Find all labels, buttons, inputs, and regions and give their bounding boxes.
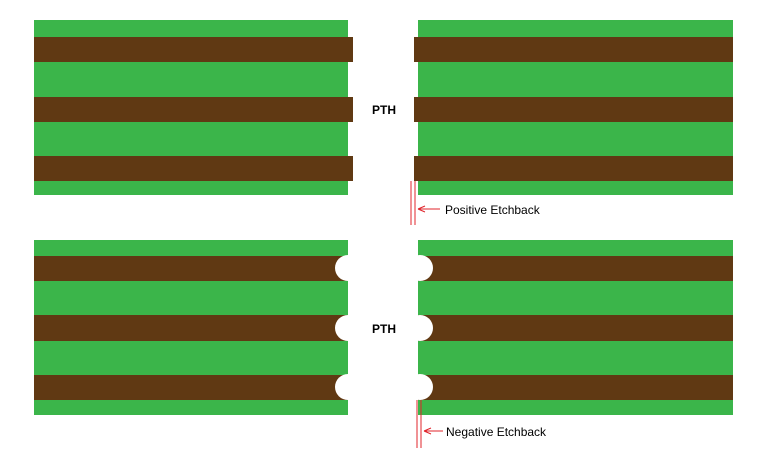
- copper-layer: [418, 315, 733, 341]
- hole: [348, 240, 418, 415]
- positive-etchback-panel: PTH Positive Etchback: [34, 20, 733, 225]
- pth-label: PTH: [372, 322, 396, 336]
- copper-layer: [414, 97, 733, 122]
- copper-layer: [34, 375, 348, 400]
- copper-layer: [34, 256, 348, 281]
- copper-layer: [34, 156, 353, 181]
- copper-layer: [34, 315, 348, 341]
- negative-etchback-panel: PTH Negative Etchback: [34, 240, 733, 448]
- arrow-head: [417, 205, 426, 213]
- annotation: Positive Etchback: [445, 203, 541, 217]
- copper-layer: [418, 375, 733, 400]
- copper-layer: [414, 156, 733, 181]
- annotation: Negative Etchback: [446, 425, 547, 439]
- copper-layer: [414, 37, 733, 62]
- arrow-head: [423, 427, 432, 435]
- copper-layer: [34, 37, 353, 62]
- pth-label: PTH: [372, 103, 396, 117]
- copper-layer: [418, 256, 733, 281]
- copper-layer: [34, 97, 353, 122]
